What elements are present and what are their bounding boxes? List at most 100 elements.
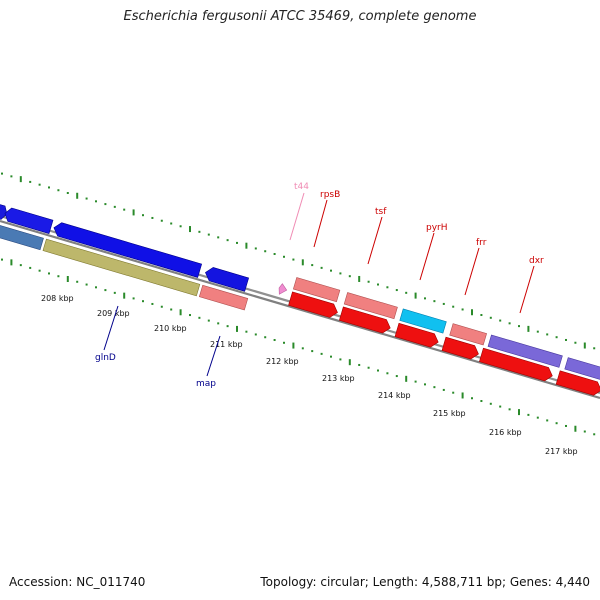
tick-mark bbox=[207, 233, 210, 236]
gene-purple-right[interactable] bbox=[564, 357, 600, 387]
scale-label-209: 209 kbp bbox=[97, 309, 130, 318]
gene-glnD[interactable] bbox=[52, 221, 203, 278]
gene-tsf[interactable] bbox=[343, 292, 398, 320]
tick-mark bbox=[471, 397, 473, 400]
tick-mark bbox=[367, 280, 370, 283]
gene-red-6[interactable] bbox=[555, 370, 600, 397]
gene-blue-1[interactable] bbox=[3, 207, 54, 234]
tick-mark bbox=[565, 338, 567, 341]
gene-t44[interactable] bbox=[277, 283, 288, 296]
tick-mark bbox=[489, 316, 492, 319]
scale-label-214: 214 kbp bbox=[378, 391, 411, 400]
tick-mark bbox=[76, 280, 79, 283]
gene-red-3[interactable] bbox=[394, 322, 440, 349]
gene-map[interactable] bbox=[198, 284, 249, 311]
tick-mark bbox=[19, 264, 22, 267]
scale-labels: 208 kbp 209 kbp 210 kbp 211 kbp 212 kbp … bbox=[41, 294, 578, 456]
gene-red-2[interactable] bbox=[338, 306, 392, 335]
tick-mark bbox=[38, 183, 41, 186]
tick-mark bbox=[574, 425, 577, 432]
gene-khaki[interactable] bbox=[42, 238, 201, 297]
scale-label-216: 216 kbp bbox=[489, 428, 522, 437]
tick-mark bbox=[508, 408, 511, 411]
tick-mark bbox=[367, 366, 370, 369]
tick-mark bbox=[198, 316, 201, 319]
gene-red-4[interactable] bbox=[441, 336, 480, 361]
label-glnD: glnD bbox=[95, 353, 116, 363]
map-title: Escherichia fergusonii ATCC 35469, compl… bbox=[123, 9, 477, 24]
tick-rows bbox=[1, 172, 596, 436]
tick-mark bbox=[583, 342, 586, 349]
gene-rpsB[interactable] bbox=[292, 277, 341, 303]
gene-frr[interactable] bbox=[449, 323, 488, 346]
accession-label: Accession: NC_011740 bbox=[9, 575, 146, 589]
label-leaders bbox=[103, 192, 535, 377]
tick-mark bbox=[452, 305, 455, 308]
tick-mark bbox=[518, 409, 520, 416]
tick-mark bbox=[555, 336, 558, 339]
scale-label-217: 217 kbp bbox=[545, 447, 578, 456]
tick-mark bbox=[480, 400, 483, 403]
tick-mark bbox=[320, 352, 323, 355]
tick-mark bbox=[395, 375, 398, 378]
gene-pyrH[interactable] bbox=[399, 308, 447, 334]
tick-mark bbox=[95, 200, 97, 203]
tick-mark bbox=[226, 239, 229, 242]
gene-labels: t44 rpsB tsf pyrH frr dxr glnD map bbox=[95, 182, 544, 389]
gene-blue-left-edge[interactable] bbox=[0, 202, 9, 221]
tick-mark bbox=[414, 380, 417, 383]
gene-steelblue-left[interactable] bbox=[0, 221, 44, 251]
tick-mark bbox=[546, 419, 549, 422]
tick-mark bbox=[226, 325, 229, 328]
tick-mark bbox=[179, 225, 182, 228]
tick-mark bbox=[480, 314, 483, 317]
tick-mark bbox=[348, 275, 351, 278]
tick-mark bbox=[254, 333, 257, 336]
tick-mark bbox=[48, 272, 50, 275]
tick-mark bbox=[104, 203, 107, 206]
tick-mark bbox=[518, 325, 520, 328]
gene-dxr[interactable] bbox=[487, 334, 563, 368]
tick-mark bbox=[546, 333, 549, 336]
tick-mark bbox=[170, 308, 173, 311]
tick-mark bbox=[160, 219, 163, 222]
tick-mark bbox=[189, 314, 191, 317]
tick-mark bbox=[236, 325, 238, 332]
tick-mark bbox=[273, 253, 276, 256]
label-map: map bbox=[196, 379, 216, 389]
tick-mark bbox=[330, 269, 332, 272]
tick-mark bbox=[536, 330, 539, 333]
scale-label-212: 212 kbp bbox=[266, 357, 299, 366]
scale-label-210: 210 kbp bbox=[154, 324, 187, 333]
label-dxr: dxr bbox=[529, 256, 544, 266]
genome-summary: Topology: circular; Length: 4,588,711 bp… bbox=[260, 575, 590, 589]
tick-mark bbox=[160, 305, 163, 308]
gene-red-5[interactable] bbox=[479, 347, 554, 382]
gene-blue-3[interactable] bbox=[203, 266, 250, 292]
label-frr: frr bbox=[476, 238, 487, 248]
tick-mark bbox=[555, 422, 558, 425]
tick-mark bbox=[245, 330, 248, 333]
tick-mark bbox=[245, 242, 248, 249]
tick-mark bbox=[189, 226, 191, 233]
scale-label-211: 211 kbp bbox=[210, 340, 243, 349]
tick-mark bbox=[499, 405, 502, 408]
tick-mark bbox=[264, 250, 267, 253]
tick-mark bbox=[301, 259, 304, 266]
tick-mark bbox=[386, 372, 389, 375]
tick-mark bbox=[527, 413, 530, 416]
tick-mark bbox=[424, 297, 426, 300]
tick-mark bbox=[283, 341, 285, 344]
tick-mark bbox=[66, 276, 69, 283]
tick-mark bbox=[207, 319, 210, 322]
tick-mark bbox=[348, 359, 351, 366]
tick-mark bbox=[123, 292, 126, 299]
gene-red-1[interactable] bbox=[288, 291, 340, 319]
tick-mark bbox=[57, 189, 60, 192]
tick-mark bbox=[377, 369, 379, 372]
tick-mark bbox=[442, 302, 445, 305]
tick-mark bbox=[377, 283, 379, 286]
tick-mark bbox=[236, 241, 238, 244]
tick-mark bbox=[113, 291, 116, 294]
label-t44: t44 bbox=[294, 182, 309, 192]
